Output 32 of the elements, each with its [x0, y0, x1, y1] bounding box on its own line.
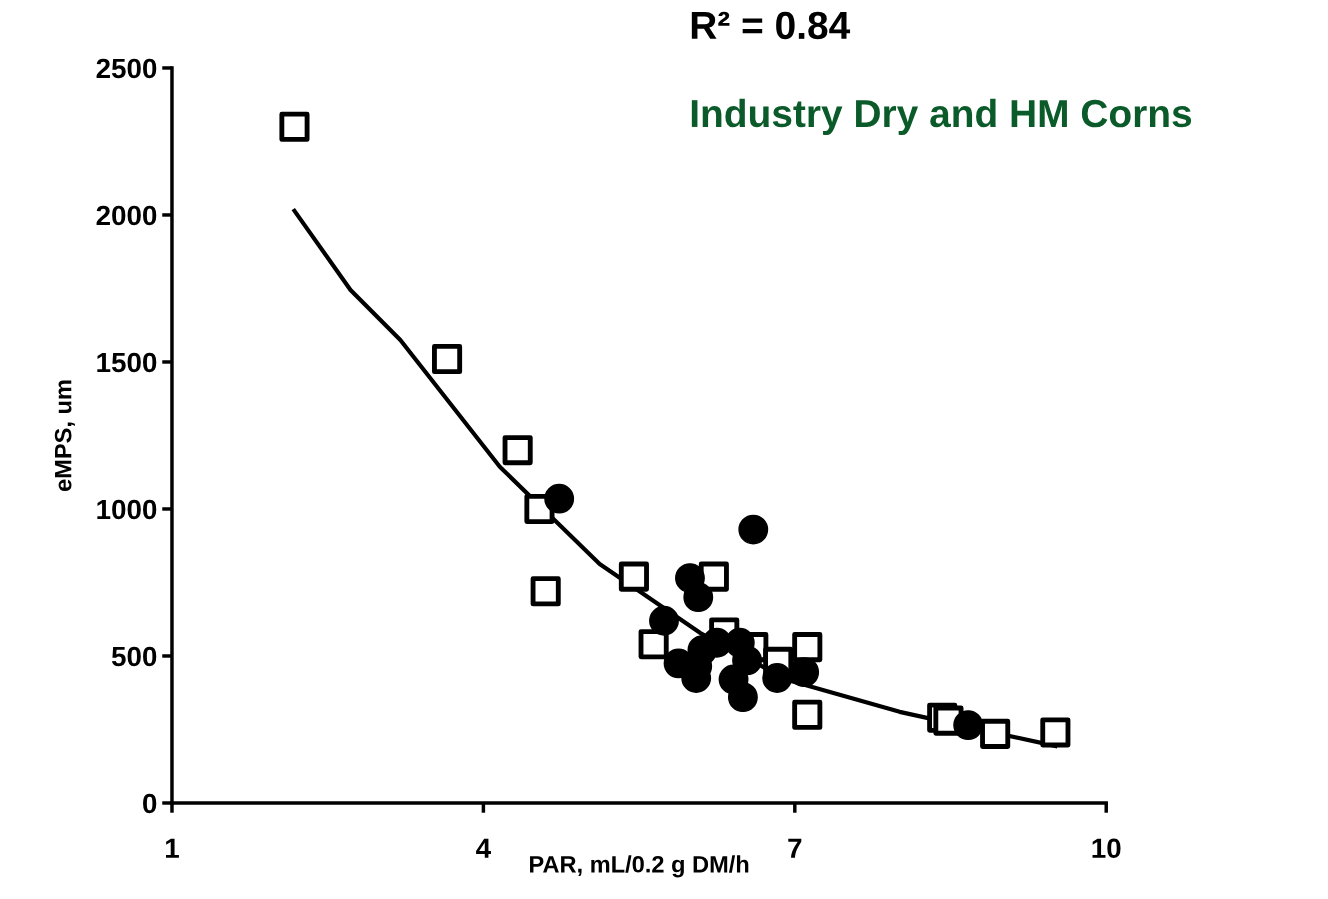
- point: [502, 435, 533, 466]
- point: [953, 710, 984, 741]
- text: Industry Dry and HM Corns: [691, 98, 1192, 135]
- x-tick-label: 1: [166, 838, 179, 858]
- point: [279, 111, 310, 142]
- y-tick-label: 1000: [97, 499, 157, 520]
- point: [1040, 717, 1071, 748]
- point: [727, 682, 758, 713]
- y-tick-label: 500: [111, 646, 157, 667]
- y-tick-label: 2000: [96, 205, 157, 226]
- point: [618, 561, 649, 592]
- x-tick-label: 4: [476, 838, 491, 858]
- y-tick-label: 1500: [97, 352, 157, 373]
- text: R² = 0.84: [691, 11, 851, 40]
- point: [762, 663, 793, 693]
- x-tick-label: 10: [1092, 838, 1121, 859]
- x-axis-title: PAR, mL/0.2 g DM/h: [530, 855, 749, 878]
- point: [792, 632, 823, 663]
- y-axis-title: eMPS, um: [54, 380, 75, 491]
- point: [792, 699, 823, 730]
- point: [649, 605, 679, 636]
- x-tick-label: 7: [788, 838, 802, 858]
- point: [638, 629, 669, 660]
- point: [789, 657, 820, 688]
- y-tick-label: 0: [143, 793, 157, 814]
- point: [530, 576, 561, 607]
- y-tick-label: 2500: [96, 58, 157, 79]
- point: [683, 582, 714, 613]
- point: [432, 343, 463, 375]
- point: [738, 514, 769, 545]
- point: [544, 483, 575, 514]
- point: [980, 718, 1011, 749]
